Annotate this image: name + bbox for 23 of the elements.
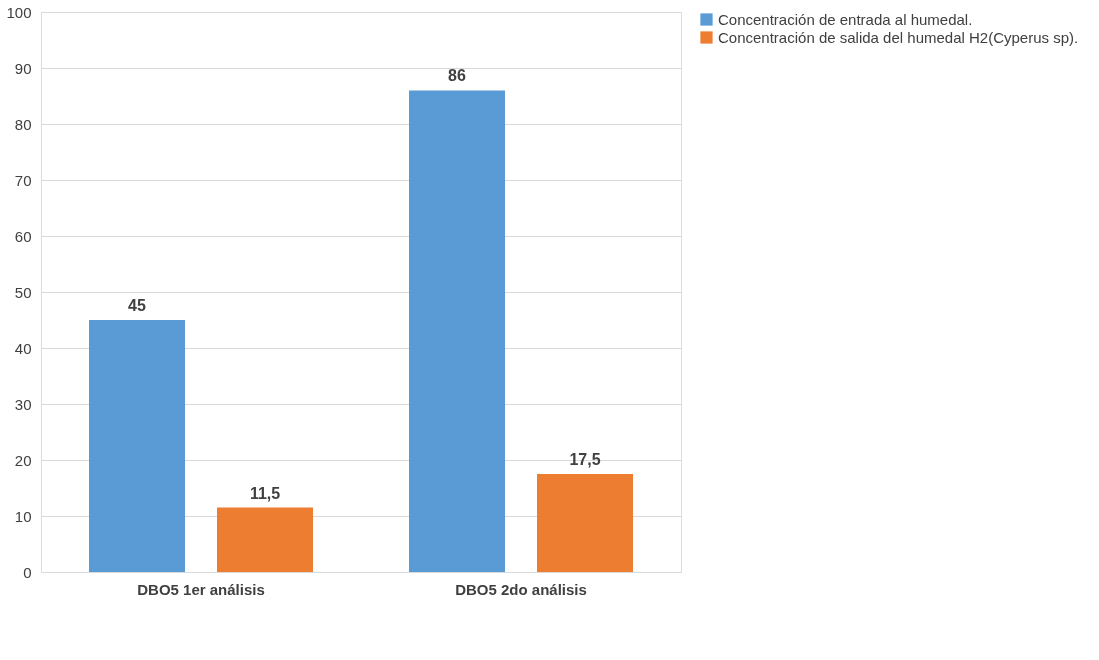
bar [89, 320, 185, 572]
y-tick-label: 80 [14, 115, 32, 133]
y-tick-label: 10 [14, 507, 32, 525]
bar [217, 507, 313, 572]
legend-label: Concentración de salida del humedal H2(Cyperus sp). [718, 28, 1079, 46]
data-label: 86 [448, 67, 466, 85]
y-tick-label: 20 [14, 451, 32, 469]
bar [537, 474, 633, 572]
y-tick-label: 30 [14, 395, 32, 413]
y-tick-label: 0 [23, 563, 32, 581]
y-tick-label: 70 [14, 171, 32, 189]
data-label: 11,5 [249, 484, 281, 502]
y-tick-label: 90 [14, 59, 32, 77]
y-tick-label: 50 [14, 283, 32, 301]
data-label: 17,5 [569, 451, 601, 468]
legend-label: Concentración de entrada al humedal. [718, 10, 973, 28]
y-tick-label: 40 [14, 339, 32, 357]
data-label: 45 [128, 297, 146, 314]
y-tick-label: 100 [6, 3, 32, 21]
y-tick-label: 60 [14, 227, 32, 245]
x-tick-label: DBO5 2do análisis [455, 580, 587, 598]
bar [409, 90, 505, 572]
x-tick-label: DBO5 1er análisis [137, 580, 265, 598]
